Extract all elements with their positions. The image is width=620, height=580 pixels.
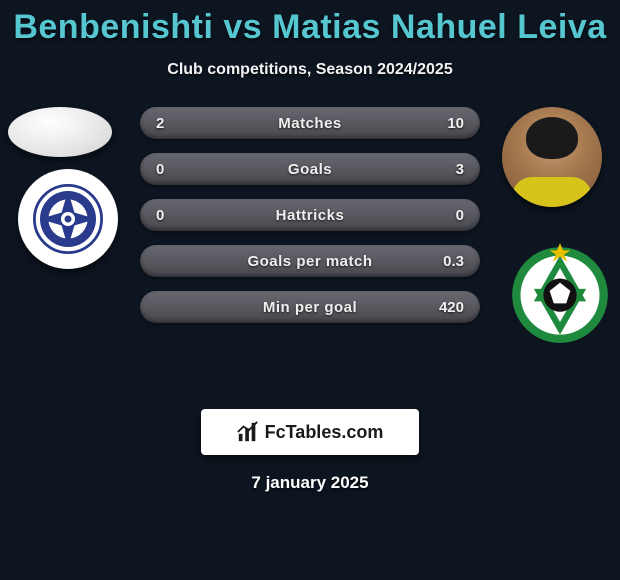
stat-label: Matches xyxy=(140,115,480,132)
stat-right-value: 420 xyxy=(439,299,464,316)
stat-right-value: 3 xyxy=(456,161,464,178)
stat-label: Goals per match xyxy=(140,253,480,270)
stat-left-value: 0 xyxy=(156,207,164,224)
stat-bar-min-per-goal: Min per goal420 xyxy=(140,291,480,323)
stat-left-value: 0 xyxy=(156,161,164,178)
competition-subtitle: Club competitions, Season 2024/2025 xyxy=(0,61,620,79)
stat-bar-goals-per-match: Goals per match0.3 xyxy=(140,245,480,277)
stat-left-value: 2 xyxy=(156,115,164,132)
club-right-icon xyxy=(508,241,612,345)
club-left-badge xyxy=(18,169,118,269)
stat-bar-hattricks: 0Hattricks0 xyxy=(140,199,480,231)
stat-label: Goals xyxy=(140,161,480,178)
stat-label: Min per goal xyxy=(140,299,480,316)
chart-icon xyxy=(237,421,259,443)
club-right-badge xyxy=(508,241,612,345)
comparison-stage: 2Matches100Goals30Hattricks0Goals per ma… xyxy=(0,107,620,387)
stat-bar-matches: 2Matches10 xyxy=(140,107,480,139)
stat-right-value: 0 xyxy=(456,207,464,224)
player-left-photo xyxy=(8,107,112,157)
stat-right-value: 0.3 xyxy=(443,253,464,270)
brand-badge[interactable]: FcTables.com xyxy=(201,409,419,455)
snapshot-date: 7 january 2025 xyxy=(0,473,620,493)
brand-label: FcTables.com xyxy=(265,422,384,443)
stat-bars: 2Matches100Goals30Hattricks0Goals per ma… xyxy=(140,107,480,337)
player-right-photo xyxy=(502,107,602,207)
stat-right-value: 10 xyxy=(447,115,464,132)
stat-bar-goals: 0Goals3 xyxy=(140,153,480,185)
club-left-icon xyxy=(33,184,103,254)
page-title: Benbenishti vs Matias Nahuel Leiva xyxy=(0,0,620,47)
stat-label: Hattricks xyxy=(140,207,480,224)
